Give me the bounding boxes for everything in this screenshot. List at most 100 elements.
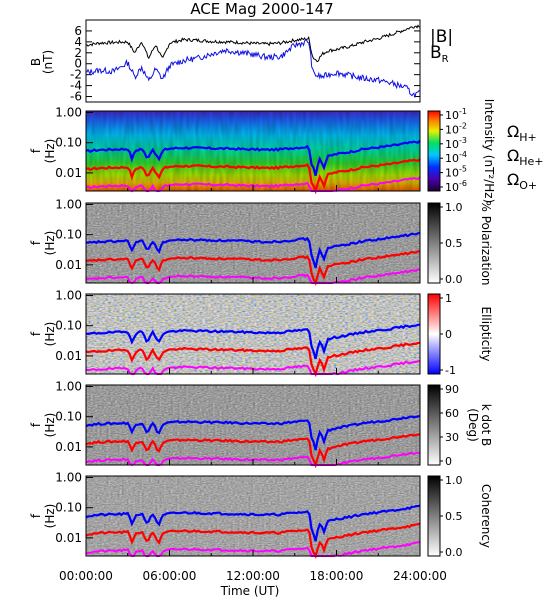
coherency-colorbar-label: Coherency [479,484,493,548]
b-ytick-label: 6 [74,24,82,38]
ellipticity-colorbar-tick-label: 1 [445,292,452,305]
coherency-ytick-label: 1.00 [55,471,82,485]
legend-gyro-0: ΩH+ [507,122,537,144]
kdotb-ytick-label: 0.01 [55,440,82,454]
kdotb-ytick-label: 1.00 [55,380,82,394]
b-ytick-label: -6 [70,90,82,104]
ellipticity-ylabel-top: f [29,331,43,336]
legend-gyro-2-subscript: O+ [519,179,537,192]
polarization-ytick-label: 1.00 [55,198,82,212]
kdotb-colorbar-label-2: (Deg) [466,408,480,442]
coherency-ylabel-bottom: (Hz) [43,504,57,529]
xtick-label: 00:00:00 [59,569,113,583]
b-ylabel-top: B [29,58,43,66]
legend-gyro-1-subscript: He+ [519,155,543,168]
intensity-colorbar-label: Intensity (nT²/Hz) [482,99,496,204]
coherency-colorbar-tick-label: 1.0 [445,474,463,487]
ellipticity-gyro-h-trace [85,323,421,360]
polarization-colorbar-tick-label: 1.0 [445,201,463,214]
intensity-ytick-label: 1.00 [55,106,82,120]
coherency-colorbar-tick-label: 0.0 [445,546,463,559]
kdotb-colorbar-tick-label: 60 [445,407,459,420]
ellipticity-colorbar [427,293,441,375]
polarization-colorbar [427,202,441,284]
figure-title: ACE Mag 2000-147 [190,0,333,18]
legend-gyro-1: ΩHe+ [507,146,544,168]
kdotb-ylabel-top: f [29,422,43,427]
ellipticity-ytick-label: 0.10 [55,319,82,333]
ellipticity-colorbar-tick-label: -1 [445,364,456,377]
intensity-colorbar-tick-exp: -3 [459,136,467,145]
intensity-texture [86,111,420,191]
polarization-ytick-label: 0.10 [55,228,82,242]
kdotb-colorbar [427,384,441,466]
xtick-label: 18:00:00 [310,569,364,583]
kdotb-ylabel-bottom: (Hz) [43,413,57,438]
coherency-ylabel-top: f [29,513,43,518]
coherency-ytick-label: 0.01 [55,531,82,545]
intensity-colorbar-tick-label: 10-6 [445,179,467,194]
intensity-colorbar-tick-exp: -5 [459,165,467,174]
xtick-label: 12:00:00 [226,569,280,583]
b-ytick-label: -2 [70,68,82,82]
kdotb-gyro-h-trace [85,415,421,451]
polarization-colorbar-tick-label: 0.0 [445,273,463,286]
intensity-ylabel-top: f [29,148,43,153]
kdotb-colorbar-tick-label: 90 [445,383,459,396]
ellipticity-ytick-label: 0.01 [55,349,82,363]
polarization-colorbar-tick-label: 0.5 [445,237,463,250]
kdotb-colorbar-label: k dot B [479,404,493,446]
legend-b-magnitude: |B| [430,27,453,47]
coherency-texture [86,476,420,556]
coherency-ytick-label: 0.10 [55,501,82,515]
polarization-ylabel-bottom: (Hz) [43,231,57,256]
ellipticity-ytick-label: 1.00 [55,289,82,303]
polarization-ytick-label: 0.01 [55,258,82,272]
intensity-colorbar-tick-exp: -6 [459,179,467,188]
ellipticity-colorbar-label: Ellipticity [479,307,493,362]
b-magnitude-line [85,24,421,63]
spectral-panels: 1.000.100.01f (Hz)10-110-210-310-410-510-… [29,99,544,559]
polarization-ylabel-top: f [29,240,43,245]
intensity-ytick-label: 0.10 [55,136,82,150]
kdotb-colorbar-tick-label: 30 [445,431,459,444]
intensity-colorbar-tick-label: 10-1 [445,107,467,122]
coherency-colorbar-tick-label: 0.5 [445,510,463,523]
intensity-ytick-label: 0.01 [55,166,82,180]
legend-b-radial-subscript: R [442,54,449,65]
kdotb-ytick-label: 0.10 [55,410,82,424]
intensity-colorbar-tick-label: 10-4 [445,150,467,165]
intensity-colorbar-tick-exp: -1 [459,107,467,116]
ellipticity-ylabel-bottom: (Hz) [43,322,57,347]
kdotb-gyro-he-trace [85,433,421,469]
polarization-colorbar-label: % Polarization [479,201,493,286]
legend-gyro-0-subscript: H+ [519,131,537,144]
b-ytick-label: 2 [74,46,82,60]
time-axis: 00:00:00 06:00:00 12:00:00 18:00:00 24:00:00 [59,569,447,583]
intensity-gyro-h-trace [85,139,421,176]
panel-kdotb: 1.00 0.10 0.01 f (Hz) 90 60 30 0 k dot B(Deg) [29,380,493,469]
intensity-colorbar [427,110,441,192]
b-ylabel-bottom: (nT) [41,50,55,74]
panel-coherency: 1.00 0.10 0.01 f (Hz) 1.0 0.5 0.0 Coherency [29,471,493,559]
intensity-colorbar-tick-exp: -4 [459,150,467,159]
kdotb-colorbar-tick-label: 0 [445,455,452,468]
coherency-colorbar [427,475,441,557]
coherency-gyro-he-trace [85,522,421,559]
intensity-colorbar-tick-label: 10-3 [445,136,467,151]
x-axis-label: Time (UT) [220,584,280,598]
xtick-label: 06:00:00 [143,569,197,583]
intensity-colorbar-tick-label: 10-2 [445,121,467,136]
b-ytick-label: 0 [74,57,82,71]
coherency-gyro-h-trace [85,504,421,542]
polarization-gyro-h-trace [85,232,421,269]
polarization-gyro-he-trace [85,250,421,286]
panel-intensity: 1.00 0.10 0.01 f (Hz) 10-110-210-310-410-510-… [29,99,544,204]
intensity-colorbar-tick-exp: -2 [459,121,467,130]
b-ytick-label: -4 [70,79,82,93]
ellipticity-texture [86,294,420,374]
xtick-label: 24:00:00 [393,569,447,583]
intensity-gyro-he-trace [85,158,421,195]
